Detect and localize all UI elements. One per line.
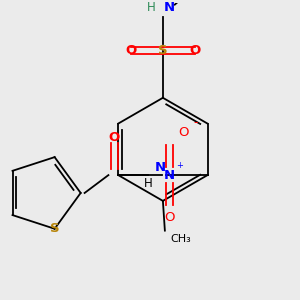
- Text: O: O: [125, 44, 137, 57]
- Text: H: H: [144, 176, 152, 190]
- Text: H: H: [147, 1, 155, 14]
- Text: +: +: [176, 161, 183, 170]
- Text: N: N: [164, 169, 176, 182]
- Text: CH₃: CH₃: [170, 233, 191, 244]
- Text: S: S: [50, 222, 59, 235]
- Text: O: O: [164, 211, 175, 224]
- Text: N: N: [163, 1, 174, 14]
- Text: N: N: [154, 161, 166, 174]
- Text: S: S: [158, 44, 168, 57]
- Text: O: O: [178, 126, 189, 139]
- Text: -: -: [193, 116, 198, 129]
- Text: O: O: [189, 44, 200, 57]
- Text: O: O: [109, 131, 120, 144]
